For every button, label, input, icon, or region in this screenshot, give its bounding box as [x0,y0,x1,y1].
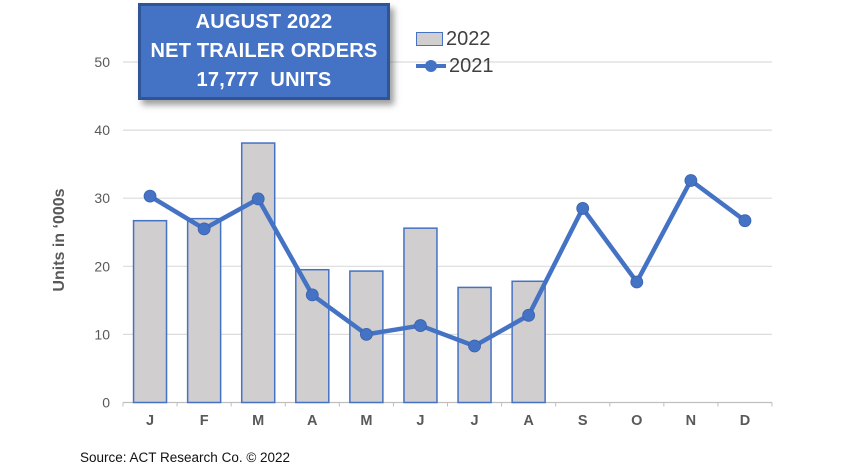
line-series-swatch-icon [416,59,446,73]
bar-2022-0 [132,219,168,404]
point-2021-8 [576,202,590,215]
point-2021-3 [305,288,319,302]
line-2021 [147,178,748,349]
x-tick-label-5: J [416,413,424,429]
x-tick-label-11: D [740,413,750,429]
point-2021-6 [468,339,481,353]
point-2021-2 [251,192,265,206]
chart-title-line3: 17,777 UNITS [196,69,332,91]
legend-item-2021: 2021 [416,55,494,77]
point-2021-9 [630,275,644,289]
x-tick-label-6: J [471,413,479,429]
y-tick-label-40: 40 [94,122,110,138]
point-2021-10 [684,174,698,187]
y-tick-label-0: 0 [102,395,110,411]
legend-label-2021: 2021 [449,55,494,77]
chart-title-line2: NET TRAILER ORDERS [150,40,378,62]
x-tick-label-1: F [200,413,209,429]
bar-2022-5 [403,227,438,404]
y-tick-label-20: 20 [94,258,110,274]
bar-2022-1 [186,217,222,404]
chart-title-line1: AUGUST 2022 [195,11,333,33]
bar-series-swatch-icon [416,32,443,46]
y-tick-label-10: 10 [94,326,110,342]
chart-legend: 2022 2021 [416,28,494,77]
legend-label-2022: 2022 [446,28,491,50]
x-tick-label-7: A [523,413,534,429]
x-tick-label-3: A [307,413,318,429]
y-tick-label-50: 50 [94,54,110,70]
x-tick-label-10: N [686,413,696,429]
chart-title-box: AUGUST 2022 NET TRAILER ORDERS 17,777 UN… [138,3,390,100]
legend-item-2022: 2022 [416,28,494,50]
point-2021-5 [414,319,427,332]
point-2021-0 [143,189,157,203]
source-attribution: Source: ACT Research Co. © 2022 [80,450,291,465]
y-axis-title: Units in ‘000s [51,188,68,292]
x-tick-label-9: O [631,413,642,429]
y-tick-label-30: 30 [94,190,110,206]
x-tick-label-4: M [360,413,372,429]
x-tick-label-2: M [252,413,264,429]
x-tick-label-0: J [146,413,154,429]
point-2021-7 [522,308,536,322]
x-tick-label-8: S [578,413,588,429]
point-2021-4 [359,327,373,341]
bar-2022-2 [240,142,276,404]
point-2021-1 [197,222,211,236]
bar-2022-7 [511,280,546,404]
point-2021-11 [738,214,752,228]
